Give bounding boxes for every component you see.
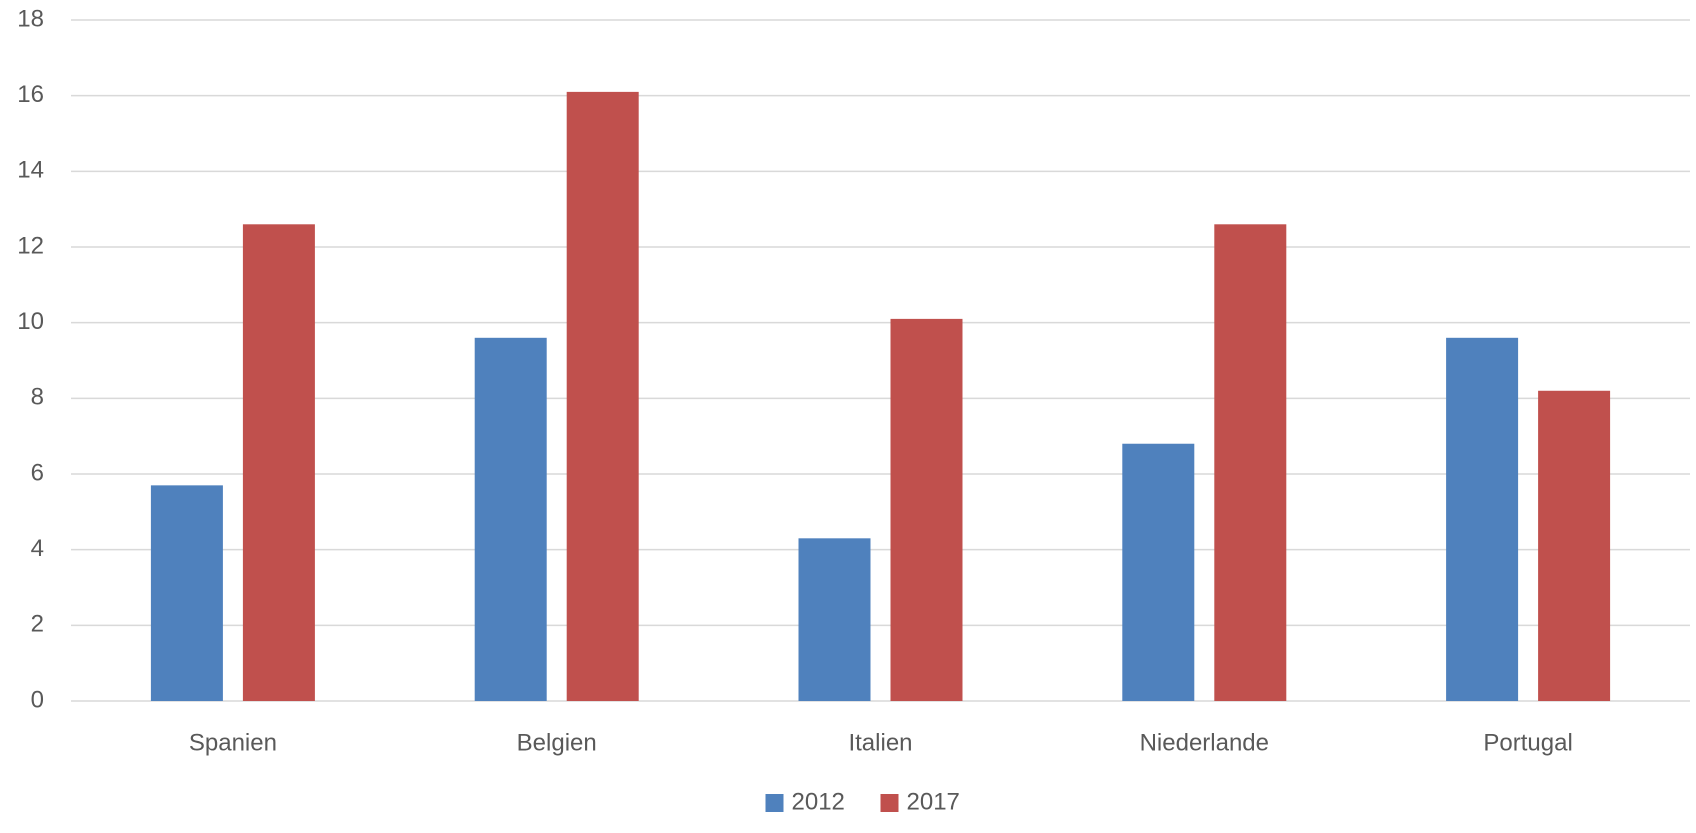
x-tick-label: Niederlande: [1140, 729, 1269, 756]
x-tick-label: Italien: [848, 729, 912, 756]
y-tick-label: 2: [31, 611, 44, 638]
y-tick-label: 14: [17, 157, 44, 184]
legend-label: 2017: [907, 788, 960, 815]
bar: [1538, 390, 1611, 701]
y-tick-label: 8: [31, 384, 44, 411]
x-tick-label: Belgien: [517, 729, 597, 756]
bar: [1446, 337, 1519, 701]
y-tick-label: 6: [31, 459, 44, 486]
bar: [150, 485, 223, 701]
bar: [890, 318, 963, 701]
bar: [1214, 224, 1287, 702]
y-tick-label: 4: [31, 535, 44, 562]
legend-label: 2012: [792, 788, 845, 815]
y-tick-label: 0: [31, 686, 44, 713]
legend-swatch: [880, 794, 899, 812]
bar: [474, 337, 547, 701]
bar: [1122, 443, 1195, 701]
y-tick-label: 10: [17, 308, 44, 335]
bar: [798, 538, 871, 701]
legend-swatch: [765, 794, 784, 812]
y-tick-label: 12: [17, 232, 44, 259]
y-tick-label: 16: [17, 81, 44, 108]
y-tick-label: 18: [17, 5, 44, 32]
x-tick-label: Spanien: [189, 729, 277, 756]
x-tick-label: Portugal: [1483, 729, 1572, 756]
bar: [242, 224, 315, 702]
bar: [566, 91, 639, 702]
